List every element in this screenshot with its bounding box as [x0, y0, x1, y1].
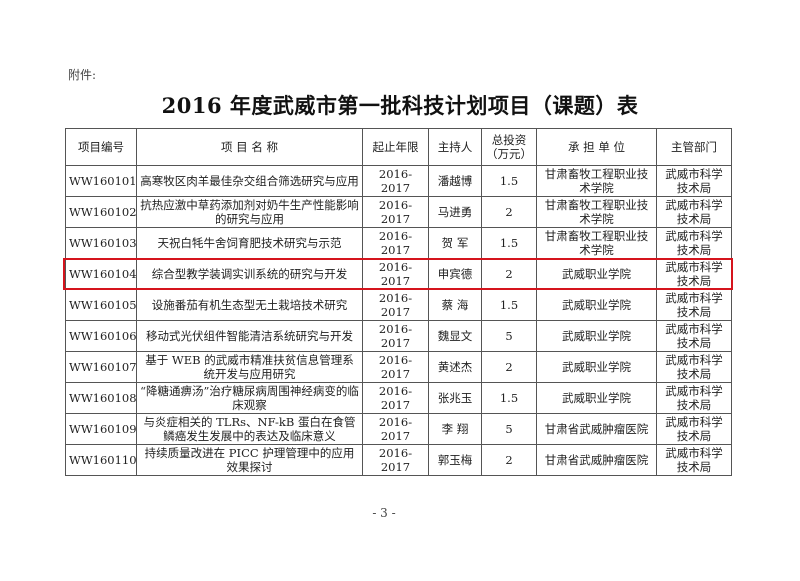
cell-project-id: WW160104	[65, 258, 137, 290]
cell-project-id: WW160108	[65, 382, 137, 414]
cell-institution: 武威职业学院	[536, 351, 657, 383]
cell-project-id: WW160109	[65, 413, 137, 445]
cell-leader: 李 翔	[428, 413, 482, 445]
table-header-row: 项目编号 项 目 名 称 起止年限 主持人 总投资（万元） 承 担 单 位 主管…	[65, 128, 732, 166]
cell-project-id: WW160110	[65, 444, 137, 476]
cell-period: 2016-2017	[362, 165, 429, 197]
cell-investment: 2	[481, 196, 537, 228]
cell-period: 2016-2017	[362, 196, 429, 228]
cell-leader: 张兆玉	[428, 382, 482, 414]
header-project-name: 项 目 名 称	[136, 128, 363, 166]
table-row: WW160110 持续质量改进在 PICC 护理管理中的应用效果探讨 2016-20…	[65, 444, 732, 476]
cell-investment: 1.5	[481, 227, 537, 259]
cell-period: 2016-2017	[362, 351, 429, 383]
cell-investment: 1.5	[481, 382, 537, 414]
cell-project-id: WW160103	[65, 227, 137, 259]
cell-department: 武威市科学技术局	[656, 382, 732, 414]
header-period: 起止年限	[362, 128, 429, 166]
project-table: 项目编号 项 目 名 称 起止年限 主持人 总投资（万元） 承 担 单 位 主管…	[65, 128, 732, 476]
cell-period: 2016-2017	[362, 382, 429, 414]
cell-institution: 武威职业学院	[536, 320, 657, 352]
cell-project-name: 基于 WEB 的武威市精准扶贫信息管理系统开发与应用研究	[136, 351, 363, 383]
cell-project-name: 高寒牧区肉羊最佳杂交组合筛选研究与应用	[136, 165, 363, 197]
table-row: WW160106 移动式光伏组件智能清洁系统研究与开发 2016-2017 魏显文 5 武…	[65, 320, 732, 352]
cell-project-name: 与炎症相关的 TLRs、NF-kB 蛋白在食管鳞癌发生发展中的表达及临床意义	[136, 413, 363, 445]
cell-period: 2016-2017	[362, 444, 429, 476]
table-row: WW160104 综合型教学装调实训系统的研究与开发 2016-2017 申宾德 2 武威…	[65, 258, 732, 290]
cell-institution: 甘肃畜牧工程职业技术学院	[536, 196, 657, 228]
cell-project-id: WW160107	[65, 351, 137, 383]
cell-project-name: “降糖通痹汤”治疗糖尿病周围神经病变的临床观察	[136, 382, 363, 414]
cell-project-name: 移动式光伏组件智能清洁系统研究与开发	[136, 320, 363, 352]
cell-department: 武威市科学技术局	[656, 227, 732, 259]
cell-department: 武威市科学技术局	[656, 351, 732, 383]
cell-leader: 黄述杰	[428, 351, 482, 383]
cell-investment: 2	[481, 258, 537, 290]
cell-period: 2016-2017	[362, 227, 429, 259]
cell-leader: 申宾德	[428, 258, 482, 290]
table-row: WW160101 高寒牧区肉羊最佳杂交组合筛选研究与应用 2016-2017 潘越博 1…	[65, 165, 732, 197]
cell-institution: 甘肃省武威肿瘤医院	[536, 413, 657, 445]
cell-department: 武威市科学技术局	[656, 165, 732, 197]
cell-leader: 潘越博	[428, 165, 482, 197]
cell-leader: 贺 军	[428, 227, 482, 259]
cell-period: 2016-2017	[362, 320, 429, 352]
table-row: WW160108 “降糖通痹汤”治疗糖尿病周围神经病变的临床观察 2016-2017…	[65, 382, 732, 414]
cell-institution: 武威职业学院	[536, 258, 657, 290]
cell-project-name: 天祝白牦牛舍饲育肥技术研究与示范	[136, 227, 363, 259]
document-title: 2016 年度武威市第一批科技计划项目（课题）表	[161, 93, 639, 118]
cell-institution: 甘肃省武威肿瘤医院	[536, 444, 657, 476]
cell-project-id: WW160102	[65, 196, 137, 228]
table-row: WW160107 基于 WEB 的武威市精准扶贫信息管理系统开发与应用研究 2016…	[65, 351, 732, 383]
table-row: WW160102 抗热应激中草药添加剂对奶牛生产性能影响的研究与应用 2016-20…	[65, 196, 732, 228]
cell-period: 2016-2017	[362, 289, 429, 321]
cell-investment: 1.5	[481, 165, 537, 197]
header-leader: 主持人	[428, 128, 482, 166]
cell-period: 2016-2017	[362, 258, 429, 290]
table-row: WW160103 天祝白牦牛舍饲育肥技术研究与示范 2016-2017 贺 军 1.5 甘…	[65, 227, 732, 259]
cell-project-id: WW160105	[65, 289, 137, 321]
cell-investment: 5	[481, 320, 537, 352]
header-investment: 总投资（万元）	[481, 128, 537, 166]
page-number: - 3 -	[372, 506, 396, 520]
cell-leader: 郭玉梅	[428, 444, 482, 476]
cell-project-name: 设施番茄有机生态型无土栽培技术研究	[136, 289, 363, 321]
cell-leader: 蔡 海	[428, 289, 482, 321]
cell-leader: 马进勇	[428, 196, 482, 228]
table-row: WW160105 设施番茄有机生态型无土栽培技术研究 2016-2017 蔡 海 1.5…	[65, 289, 732, 321]
cell-department: 武威市科学技术局	[656, 320, 732, 352]
cell-investment: 2	[481, 351, 537, 383]
cell-department: 武威市科学技术局	[656, 444, 732, 476]
cell-project-id: WW160106	[65, 320, 137, 352]
cell-department: 武威市科学技术局	[656, 413, 732, 445]
cell-department: 武威市科学技术局	[656, 196, 732, 228]
cell-project-name: 持续质量改进在 PICC 护理管理中的应用效果探讨	[136, 444, 363, 476]
cell-investment: 2	[481, 444, 537, 476]
table-row: WW160109 与炎症相关的 TLRs、NF-kB 蛋白在食管鳞癌发生发展中的表…	[65, 413, 732, 445]
cell-investment: 1.5	[481, 289, 537, 321]
header-department: 主管部门	[656, 128, 732, 166]
cell-institution: 甘肃畜牧工程职业技术学院	[536, 165, 657, 197]
header-project-id: 项目编号	[65, 128, 137, 166]
cell-project-id: WW160101	[65, 165, 137, 197]
cell-institution: 甘肃畜牧工程职业技术学院	[536, 227, 657, 259]
cell-investment: 5	[481, 413, 537, 445]
cell-institution: 武威职业学院	[536, 289, 657, 321]
cell-institution: 武威职业学院	[536, 382, 657, 414]
cell-project-name: 综合型教学装调实训系统的研究与开发	[136, 258, 363, 290]
cell-department: 武威市科学技术局	[656, 289, 732, 321]
cell-department: 武威市科学技术局	[656, 258, 732, 290]
header-institution: 承 担 单 位	[536, 128, 657, 166]
attachment-label: 附件:	[68, 68, 97, 82]
cell-period: 2016-2017	[362, 413, 429, 445]
cell-leader: 魏显文	[428, 320, 482, 352]
cell-project-name: 抗热应激中草药添加剂对奶牛生产性能影响的研究与应用	[136, 196, 363, 228]
